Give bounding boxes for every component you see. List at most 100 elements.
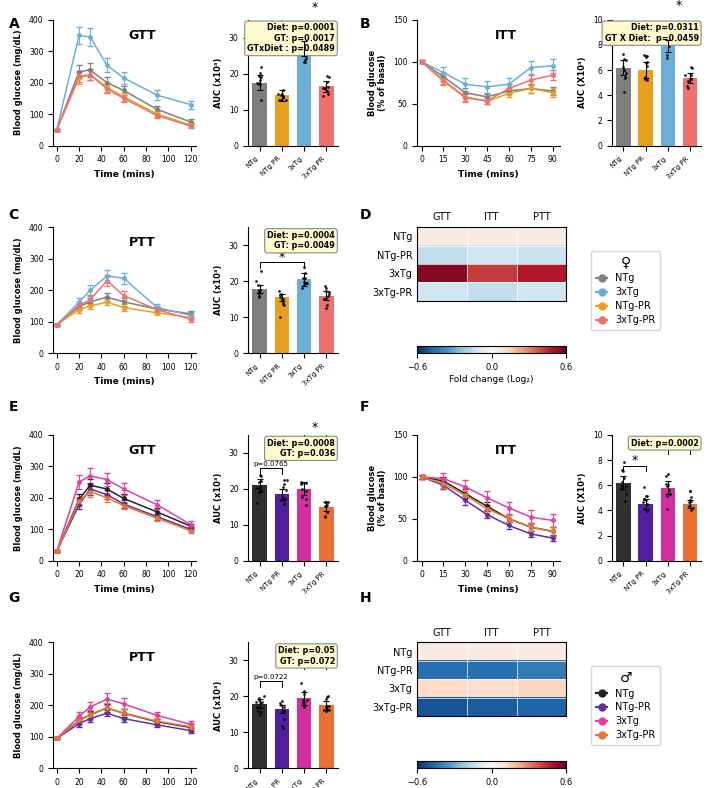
Text: GTT: GTT [128, 444, 156, 457]
Point [253, 284, 264, 297]
Point [298, 696, 310, 708]
Point [255, 95, 266, 107]
Point [641, 498, 652, 511]
Point [618, 64, 629, 76]
Point [300, 485, 311, 497]
Point [254, 77, 266, 90]
Point [321, 691, 333, 704]
Point [320, 281, 331, 294]
Point [298, 278, 310, 291]
Point [684, 500, 695, 512]
Point [278, 292, 289, 305]
Point [686, 69, 697, 81]
Point [684, 485, 696, 497]
Point [322, 496, 333, 508]
Point [661, 52, 672, 65]
Point [277, 90, 288, 102]
Point [300, 277, 311, 289]
Point [321, 84, 333, 97]
Point [253, 284, 265, 296]
Point [639, 481, 650, 493]
Bar [319, 86, 333, 146]
Y-axis label: AUC (X10³): AUC (X10³) [578, 472, 587, 523]
Point [275, 93, 286, 106]
Y-axis label: Blood glucose (mg/dL): Blood glucose (mg/dL) [14, 445, 23, 551]
Point [256, 265, 267, 277]
Point [323, 690, 334, 703]
Text: *: * [676, 437, 682, 449]
Point [280, 484, 291, 496]
Point [681, 80, 693, 93]
Text: *: * [676, 0, 682, 12]
Point [254, 284, 266, 296]
Text: H: H [360, 591, 371, 605]
Point [300, 266, 311, 279]
Point [277, 91, 288, 104]
Point [686, 61, 697, 74]
Point [323, 71, 334, 84]
Point [679, 69, 690, 82]
Point [276, 705, 288, 718]
Point [685, 485, 696, 497]
Point [301, 277, 313, 289]
Point [252, 701, 263, 713]
Point [275, 288, 286, 301]
Point [274, 291, 286, 303]
Point [251, 76, 263, 89]
Point [619, 86, 630, 98]
Point [253, 77, 265, 90]
Point [661, 503, 672, 515]
Point [273, 88, 284, 101]
Point [276, 87, 288, 100]
Point [276, 699, 287, 712]
Point [665, 488, 676, 500]
Point [641, 51, 652, 64]
Point [256, 474, 267, 487]
Point [686, 72, 697, 85]
Point [322, 76, 333, 88]
Point [320, 83, 331, 95]
Point [637, 496, 649, 508]
Bar [639, 70, 653, 146]
Text: *: * [632, 454, 638, 467]
Point [664, 488, 676, 500]
Point [255, 61, 266, 73]
Point [253, 278, 264, 291]
Point [617, 61, 629, 73]
Point [278, 474, 289, 487]
Point [300, 277, 312, 289]
Point [301, 694, 313, 707]
Point [276, 293, 288, 306]
Point [319, 704, 330, 716]
Point [276, 694, 288, 707]
Point [295, 676, 307, 689]
Point [615, 483, 627, 496]
Point [641, 56, 652, 69]
Point [663, 40, 674, 53]
Point [619, 71, 631, 84]
Point [300, 29, 311, 42]
Point [641, 490, 652, 503]
Y-axis label: Blood glucose (mg/dL): Blood glucose (mg/dL) [14, 30, 23, 136]
Point [686, 73, 697, 86]
Point [278, 84, 289, 96]
Y-axis label: Blood glucose
(% of basal): Blood glucose (% of basal) [368, 465, 387, 531]
Point [659, 28, 671, 40]
Point [617, 48, 629, 61]
Point [278, 498, 290, 511]
Point [255, 66, 266, 79]
Bar [319, 296, 333, 353]
Point [661, 28, 673, 40]
Point [682, 81, 693, 94]
Point [684, 500, 696, 512]
Point [298, 48, 310, 61]
Point [660, 470, 671, 483]
Point [254, 481, 266, 493]
Point [661, 32, 672, 44]
Point [619, 72, 631, 84]
Point [320, 509, 331, 522]
Point [683, 75, 694, 87]
Bar [683, 77, 697, 146]
Point [253, 287, 264, 299]
Y-axis label: AUC (x10³): AUC (x10³) [214, 265, 224, 315]
